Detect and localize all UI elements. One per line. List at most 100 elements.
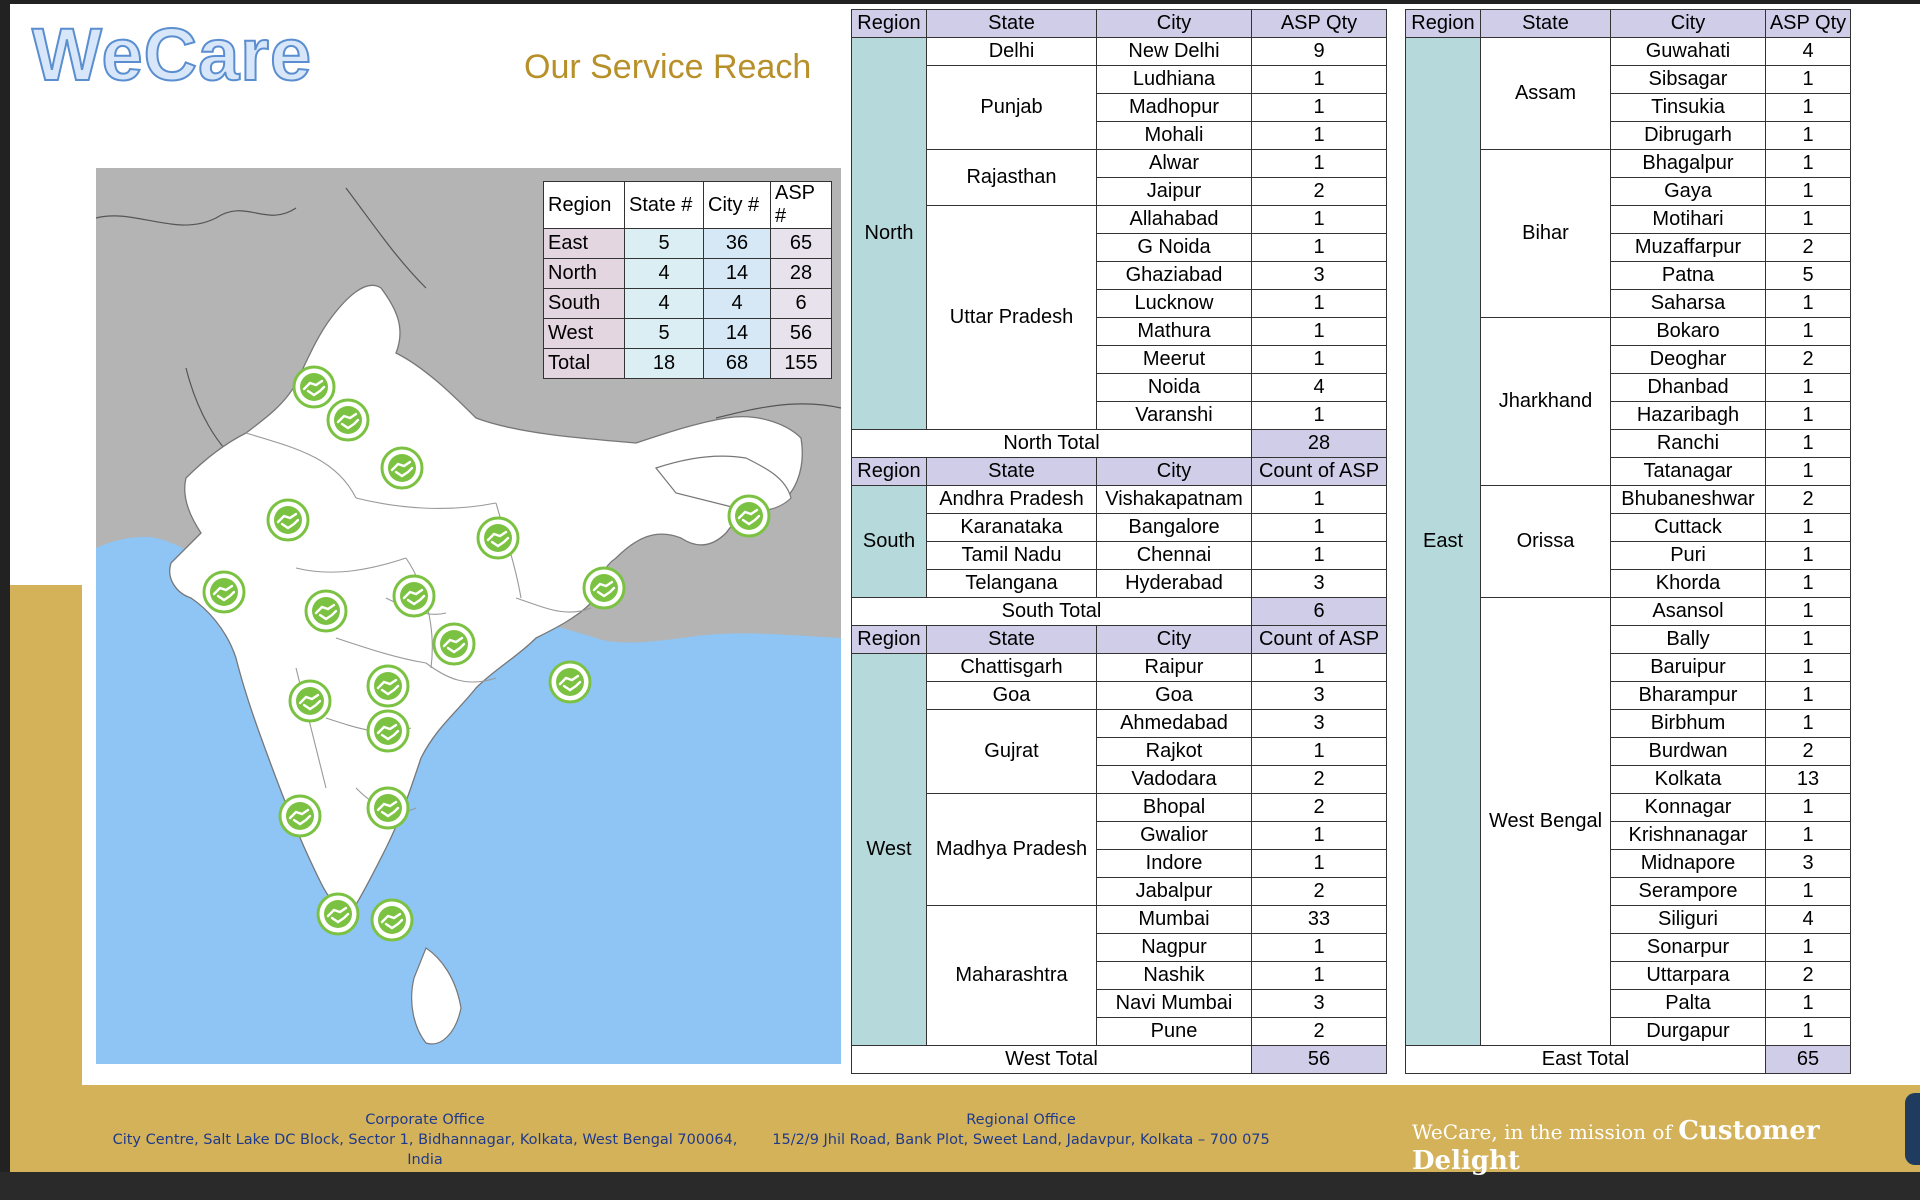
city-cell: Raipur — [1096, 653, 1252, 682]
handshake-icon — [278, 794, 322, 838]
asp-qty-cell: 1 — [1765, 457, 1851, 486]
column-header: State — [926, 457, 1097, 486]
asp-qty-cell: 1 — [1765, 121, 1851, 150]
city-cell: Lucknow — [1096, 289, 1252, 318]
asp-qty-cell: 1 — [1765, 177, 1851, 206]
asp-qty-cell: 1 — [1251, 345, 1387, 374]
handshake-icon — [727, 494, 771, 538]
region-total-value: 65 — [1765, 1045, 1851, 1074]
asp-qty-cell: 1 — [1765, 793, 1851, 822]
state-cell: Punjab — [926, 65, 1097, 150]
table-row: Midnapore 3 — [1406, 849, 1851, 878]
asp-qty-cell: 1 — [1251, 821, 1387, 850]
table-row: Motihari 1 — [1406, 205, 1851, 234]
region-total-row: West Total 56 — [851, 1045, 1387, 1074]
tagline: WeCare, in the mission of Customer Delig… — [1412, 1116, 1920, 1176]
summary-state-count: 5 — [624, 228, 704, 259]
city-cell: Dibrugarh — [1610, 121, 1766, 150]
summary-state-count: 4 — [624, 288, 704, 319]
table-row: Mathura 1 — [852, 317, 1387, 346]
city-cell: Uttarpara — [1610, 961, 1766, 990]
handshake-icon — [304, 589, 348, 633]
state-cell: Chattisgarh — [926, 653, 1097, 682]
map-neighbour-borders — [96, 187, 841, 509]
table-row: Bharampur 1 — [1406, 681, 1851, 710]
handshake-icon — [432, 622, 476, 666]
asp-qty-cell: 1 — [1251, 961, 1387, 990]
table-row: Siliguri 4 — [1406, 905, 1851, 934]
city-cell: Navi Mumbai — [1096, 989, 1252, 1018]
city-cell: Chennai — [1096, 541, 1252, 570]
map-markers — [202, 365, 771, 942]
city-cell: Indore — [1096, 849, 1252, 878]
region-cell: North — [851, 37, 927, 430]
summary-state-count: 4 — [624, 258, 704, 289]
handshake-icon — [316, 892, 360, 936]
handshake-icon — [380, 446, 424, 490]
table-row: Telangana Hyderabad 3 — [852, 569, 1387, 598]
table-row: Pune 2 — [852, 1017, 1387, 1046]
regional-office-address: 15/2/9 Jhil Road, Bank Plot, Sweet Land,… — [772, 1132, 1270, 1148]
city-cell: Vishakapatnam — [1096, 485, 1252, 514]
city-cell: Ahmedabad — [1096, 709, 1252, 738]
city-cell: Bhubaneshwar — [1610, 485, 1766, 514]
city-cell: Sibsagar — [1610, 65, 1766, 94]
asp-qty-cell: 1 — [1251, 737, 1387, 766]
city-cell: Mumbai — [1096, 905, 1252, 934]
summary-row: North 4 14 28 — [543, 258, 832, 289]
tagline-emphasis: Customer Delight — [1412, 1116, 1820, 1176]
summary-row: West 5 14 56 — [543, 318, 832, 349]
table-row: Ranchi 1 — [1406, 429, 1851, 458]
asp-qty-cell: 1 — [1251, 849, 1387, 878]
asp-qty-cell: 4 — [1765, 905, 1851, 934]
table-row: Jabalpur 2 — [852, 877, 1387, 906]
table-header-row: Region State City ASP Qty — [1405, 9, 1851, 38]
asp-qty-cell: 1 — [1765, 65, 1851, 94]
city-cell: Guwahati — [1610, 37, 1766, 66]
table-row: Lucknow 1 — [852, 289, 1387, 318]
table-row: Deoghar 2 — [1406, 345, 1851, 374]
regional-office: Regional Office 15/2/9 Jhil Road, Bank P… — [770, 1110, 1272, 1150]
handshake-icon — [288, 679, 332, 723]
asp-qty-cell: 1 — [1765, 93, 1851, 122]
city-cell: Nagpur — [1096, 933, 1252, 962]
asp-qty-cell: 3 — [1251, 681, 1387, 710]
column-header: Count of ASP — [1251, 625, 1387, 654]
asp-qty-cell: 9 — [1251, 37, 1387, 66]
city-cell: Dhanbad — [1610, 373, 1766, 402]
table-row: Baruipur 1 — [1406, 653, 1851, 682]
city-cell: Midnapore — [1610, 849, 1766, 878]
asp-qty-cell: 1 — [1765, 149, 1851, 178]
table-row: Punjab Ludhiana 1 — [852, 65, 1387, 150]
handshake-icon — [292, 365, 336, 409]
asp-qty-cell: 1 — [1765, 709, 1851, 738]
asp-qty-cell: 2 — [1251, 877, 1387, 906]
asp-qty-cell: 1 — [1765, 429, 1851, 458]
table-header-row: Region State City Count of ASP — [851, 457, 1387, 486]
summary-city-count: 14 — [703, 258, 771, 289]
region-total-value: 6 — [1251, 597, 1387, 626]
asp-qty-cell: 1 — [1251, 653, 1387, 682]
window-left-border — [0, 0, 10, 1200]
table-row: Gaya 1 — [1406, 177, 1851, 206]
city-cell: Alwar — [1096, 149, 1252, 178]
summary-region-cell: South — [543, 288, 625, 319]
asp-qty-cell: 2 — [1765, 485, 1851, 514]
city-cell: Durgapur — [1610, 1017, 1766, 1046]
asp-qty-cell: 1 — [1251, 205, 1387, 234]
table-row: Saharsa 1 — [1406, 289, 1851, 318]
summary-header-asp: ASP # — [770, 181, 832, 229]
column-header: Count of ASP — [1251, 457, 1387, 486]
asp-qty-cell: 1 — [1251, 121, 1387, 150]
summary-city-count: 4 — [703, 288, 771, 319]
north-south-west-asp-table: Region State City ASP Qty North Delhi New Delh… — [851, 9, 1387, 1074]
summary-header-states: State # — [624, 181, 704, 229]
asp-qty-cell: 1 — [1765, 1017, 1851, 1046]
city-cell: Jaipur — [1096, 177, 1252, 206]
table-row: Orissa Bhubaneshwar 2 — [1406, 485, 1851, 598]
summary-region-cell: Total — [543, 348, 625, 379]
footer-edge-tab — [1905, 1093, 1920, 1165]
column-header: State — [926, 625, 1097, 654]
region-total-value: 28 — [1251, 429, 1387, 458]
table-row: South Andhra Pradesh Vishakapatnam 1 — [851, 485, 1387, 598]
